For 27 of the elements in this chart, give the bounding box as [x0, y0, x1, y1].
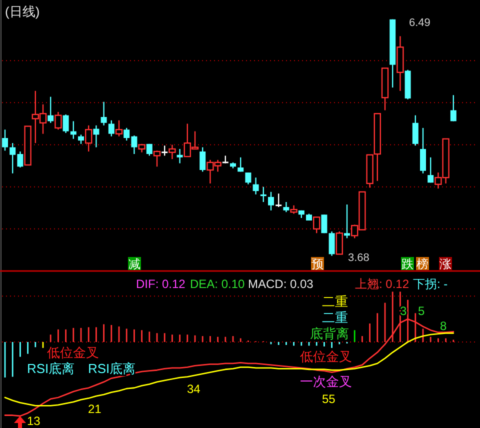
annotation: 榜 — [416, 257, 428, 271]
text: DEA: 0.10 — [190, 277, 246, 291]
annotation: 底背离 — [310, 326, 349, 341]
annotation: 8 — [440, 319, 447, 333]
annotation: 低位金叉 — [300, 349, 352, 364]
annotation: 减 — [128, 257, 140, 271]
annotation: 一次金叉 — [300, 374, 352, 389]
annotation: 预 — [312, 257, 324, 271]
text: 下拐: - — [413, 277, 448, 291]
annotation: 二重 — [322, 294, 348, 309]
annotation: 涨 — [440, 257, 452, 271]
annotation: 低位金叉 — [47, 345, 99, 360]
annotation: RSI底离 — [27, 361, 75, 376]
annotation: 13 — [27, 414, 41, 428]
text: 上翘: 0.12 — [355, 277, 410, 291]
chart-title: (日线) — [5, 4, 40, 19]
annotation: 跌 — [402, 257, 414, 271]
annotation: 二重 — [322, 310, 348, 325]
annotation: 5 — [418, 304, 425, 318]
annotation: 34 — [187, 382, 201, 396]
annotation: 6.49 — [409, 17, 430, 29]
text: DIF: 0.12 — [136, 277, 186, 291]
annotation: 3.68 — [348, 252, 370, 264]
annotation: 21 — [88, 402, 102, 416]
annotation: RSI底离 — [88, 361, 136, 376]
text: MACD: 0.03 — [248, 277, 314, 291]
annotation: 55 — [322, 392, 336, 406]
